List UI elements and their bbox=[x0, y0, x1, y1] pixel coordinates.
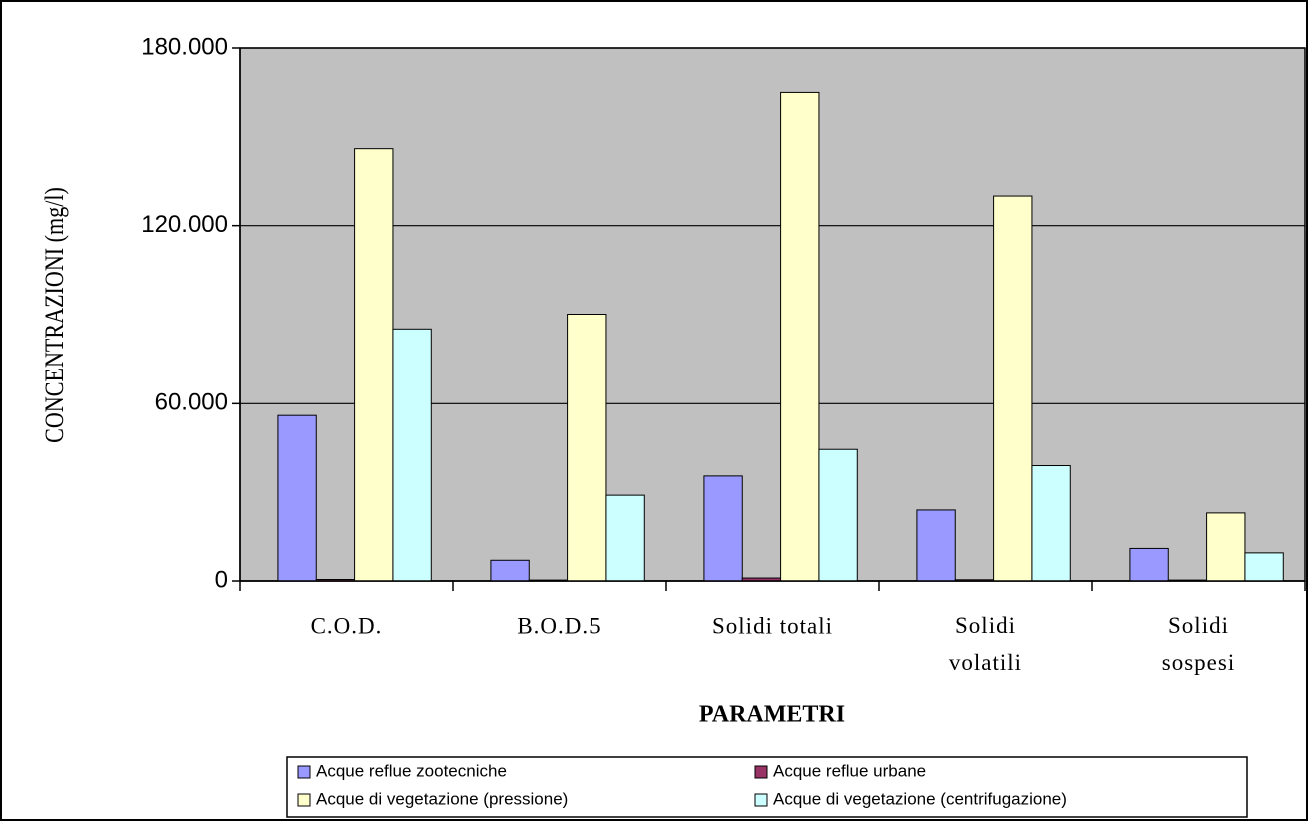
y-axis-label: CONCENTRAZIONI (mg/l) bbox=[41, 187, 69, 443]
bar bbox=[392, 328, 432, 582]
legend-swatch bbox=[754, 765, 768, 779]
bar bbox=[277, 414, 317, 582]
legend-swatch bbox=[754, 793, 768, 807]
legend-label: Acque reflue urbane bbox=[773, 761, 926, 780]
bar bbox=[605, 494, 645, 582]
legend-swatch bbox=[297, 765, 311, 779]
bar bbox=[490, 559, 530, 582]
legend-label: Acque di vegetazione (pressione) bbox=[316, 789, 568, 808]
x-tick-label: B.O.D.5 bbox=[517, 613, 601, 638]
bar bbox=[780, 91, 820, 582]
legend-swatch bbox=[297, 793, 311, 807]
y-tick-label: 0 bbox=[215, 566, 228, 593]
bar bbox=[703, 475, 743, 582]
bar bbox=[1129, 547, 1169, 582]
x-tick-label: Solidi totali bbox=[712, 613, 833, 638]
legend-label: Acque reflue zootecniche bbox=[316, 761, 507, 780]
y-tick-label: 120.000 bbox=[141, 211, 228, 238]
bar bbox=[1244, 552, 1284, 582]
bar bbox=[354, 148, 394, 582]
bar bbox=[567, 314, 607, 582]
bar bbox=[993, 195, 1033, 582]
x-tick-label: Solidi sospesi bbox=[1162, 613, 1235, 675]
y-tick-label: 60.000 bbox=[155, 389, 228, 416]
bar bbox=[1206, 512, 1246, 582]
bar bbox=[916, 509, 956, 582]
y-tick-label: 180.000 bbox=[141, 33, 228, 60]
bar bbox=[1031, 465, 1071, 582]
legend-label: Acque di vegetazione (centrifugazione) bbox=[773, 789, 1067, 808]
x-tick-label: C.O.D. bbox=[311, 613, 383, 638]
bar bbox=[818, 448, 858, 582]
x-axis-label: PARAMETRI bbox=[699, 702, 845, 728]
x-tick-label: Solidi volatili bbox=[949, 613, 1022, 675]
